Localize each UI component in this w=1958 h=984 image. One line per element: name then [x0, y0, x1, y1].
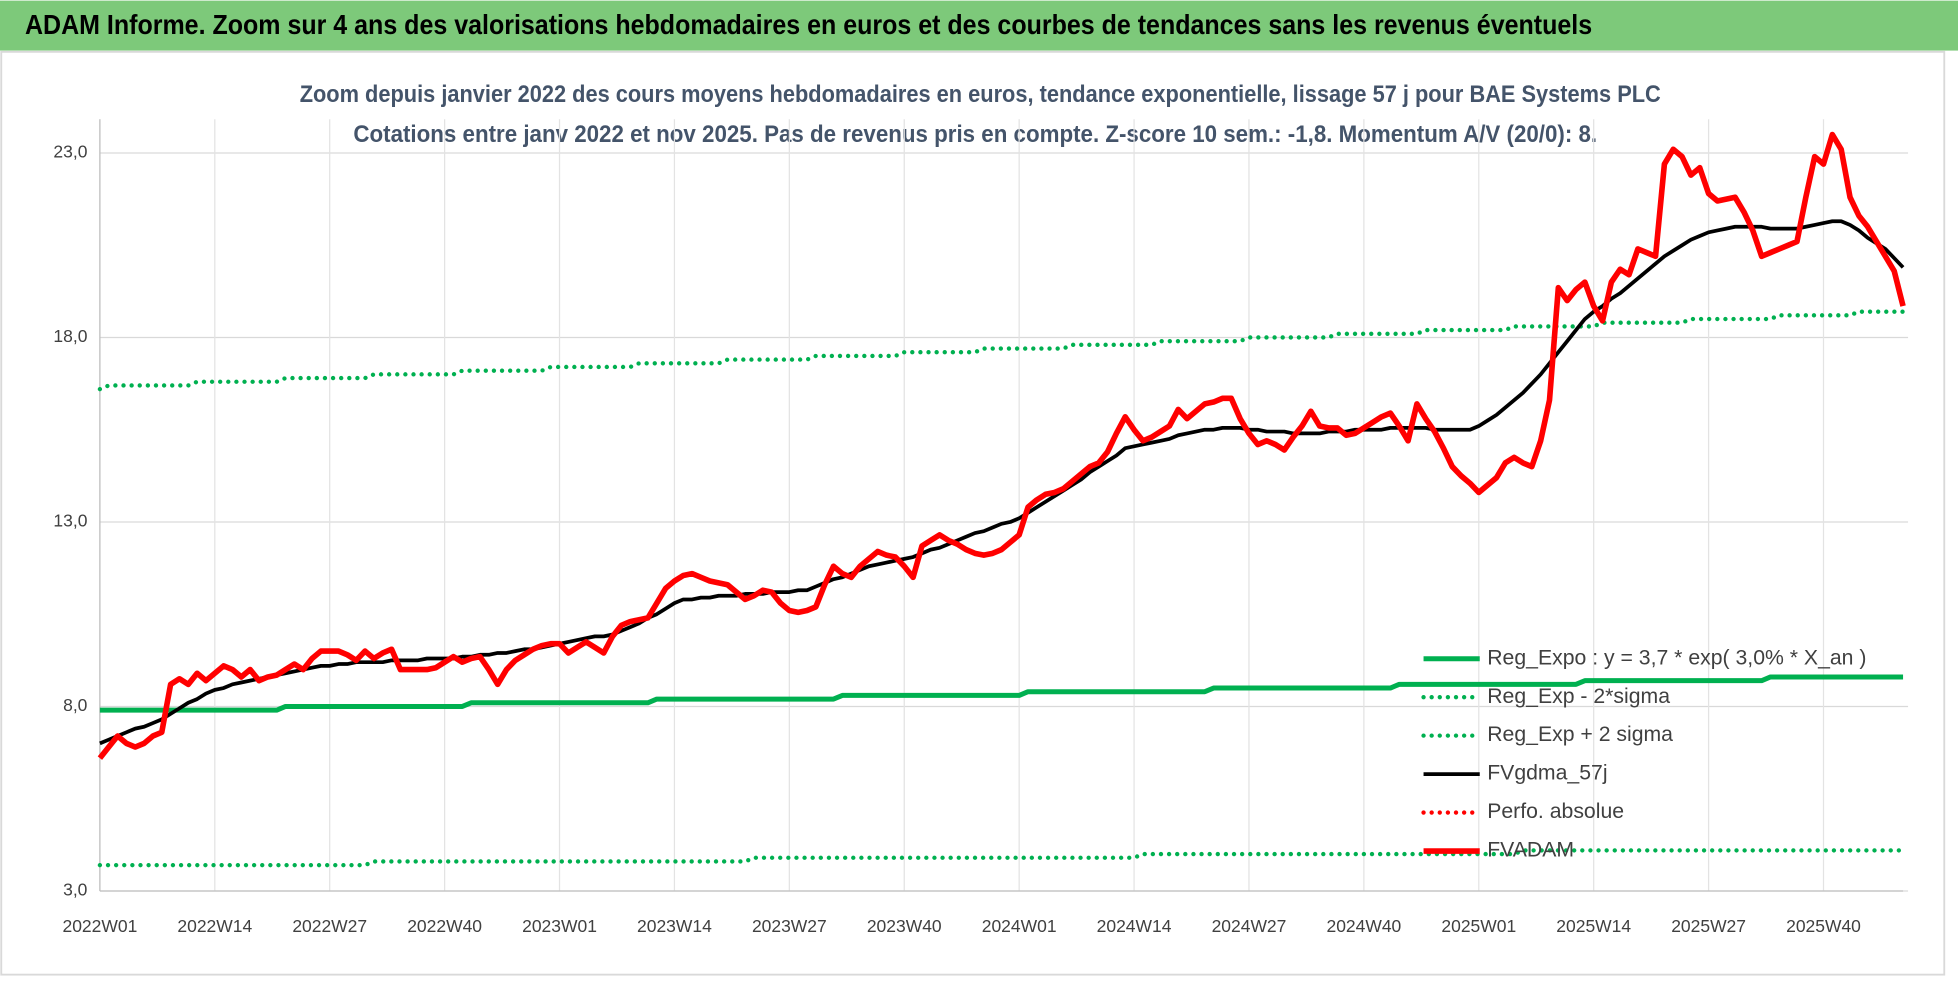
x-tick-label: 2024W27 — [1212, 916, 1287, 936]
x-tick-label: 2025W01 — [1441, 916, 1516, 936]
y-tick-label: 13,0 — [53, 511, 87, 531]
x-tick-label: 2023W01 — [522, 916, 597, 936]
x-tick-label: 2022W01 — [63, 916, 138, 936]
y-tick-label: 18,0 — [53, 326, 87, 346]
x-tick-label: 2024W40 — [1326, 916, 1401, 936]
x-tick-label: 2023W40 — [867, 916, 942, 936]
chart-title: Zoom depuis janvier 2022 des cours moyen… — [300, 82, 1661, 108]
chart-frame — [0, 50, 1946, 976]
x-tick-label: 2023W27 — [752, 916, 827, 936]
x-tick-label: 2025W40 — [1786, 916, 1861, 936]
x-tick-label: 2024W01 — [982, 916, 1057, 936]
legend-label: Perfo. absolue — [1487, 800, 1624, 823]
y-tick-label: 23,0 — [53, 142, 87, 162]
x-tick-label: 2023W14 — [637, 916, 712, 936]
x-tick-label: 2024W14 — [1097, 916, 1172, 936]
legend-label: Reg_Exp - 2*sigma — [1487, 685, 1670, 708]
plot — [97, 131, 1906, 868]
x-tick-label: 2022W14 — [177, 916, 252, 936]
x-tick-label: 2025W14 — [1556, 916, 1631, 936]
legend-label: FVgdma_57j — [1487, 762, 1607, 785]
header-title: ADAM Informe. Zoom sur 4 ans des valoris… — [25, 9, 1592, 40]
series-line — [97, 131, 1906, 760]
x-tick-label: 2022W40 — [407, 916, 482, 936]
series-line — [99, 674, 1904, 713]
series-line — [97, 848, 1906, 868]
chart-subtitle: Cotations entre janv 2022 et nov 2025. P… — [353, 122, 1597, 148]
legend-label: Reg_Expo : y = 3,7 * exp( 3,0% * X_an ) — [1487, 646, 1866, 669]
x-tick-label: 2025W27 — [1671, 916, 1746, 936]
legend-label: FVADAM — [1487, 839, 1574, 862]
legend: Reg_Expo : y = 3,7 * exp( 3,0% * X_an ) R… — [1421, 646, 1866, 862]
header-bar — [0, 0, 1958, 51]
x-tick-label: 2022W27 — [292, 916, 367, 936]
legend-label: Reg_Exp + 2 sigma — [1487, 723, 1673, 746]
y-tick-label: 8,0 — [63, 695, 88, 715]
y-tick-label: 3,0 — [63, 880, 88, 900]
series-line — [99, 219, 1905, 746]
